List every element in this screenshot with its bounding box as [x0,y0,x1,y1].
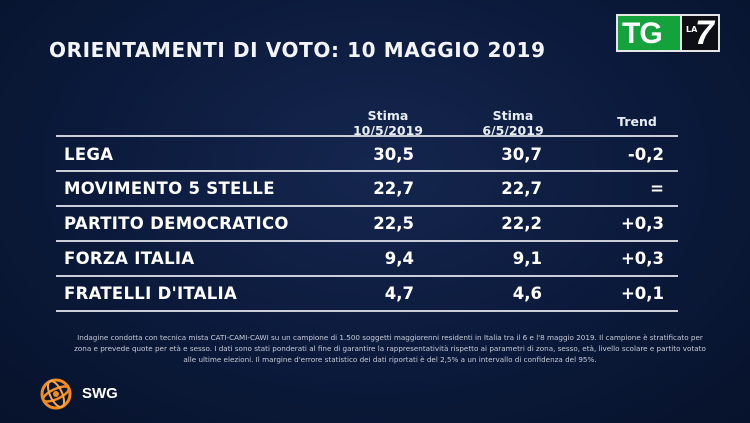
column-header-stima-6-5: Stima 6/5/2019 [468,108,558,138]
table-row: PARTITO DEMOCRATICO 22,5 22,2 +0,3 [58,214,678,244]
party-name: FRATELLI D'ITALIA [64,284,238,303]
table-row: LEGA 30,5 30,7 -0,2 [58,145,678,175]
swg-globe-icon [40,378,72,410]
column-header-trend: Trend [617,114,657,129]
column-header-date: 10/5/2019 [352,123,423,138]
tg-la7-logo: TG LA 7 [616,14,720,52]
table-divider [56,240,678,242]
column-header-label: Stima [367,108,409,123]
trend-value: = [650,179,664,198]
trend-value: -0,2 [627,145,664,164]
tg-logo-box: TG [616,14,682,52]
seven-logo-text: 7 [695,14,714,52]
column-header-stima-10-5: Stima 10/5/2019 [343,108,433,138]
trend-value: +0,1 [620,284,664,303]
table-divider [56,170,678,172]
stima-6-value: 22,2 [501,214,542,233]
stima-6-value: 30,7 [501,145,542,164]
stima-10-value: 9,4 [384,249,414,268]
stima-10-value: 30,5 [373,145,414,164]
stima-6-value: 4,6 [512,284,542,303]
table-row: FORZA ITALIA 9,4 9,1 +0,3 [58,249,678,279]
trend-value: +0,3 [620,249,664,268]
la-logo-text: LA [686,25,698,34]
stima-10-value: 22,7 [373,179,414,198]
stima-6-value: 9,1 [512,249,542,268]
tg-logo-text: TG [622,17,663,50]
methodology-footnote: Indagine condotta con tecnica mista CATI… [74,333,706,364]
party-name: FORZA ITALIA [64,249,195,268]
party-name: MOVIMENTO 5 STELLE [64,179,275,198]
table-divider [56,205,678,207]
la7-logo-box: LA 7 [682,14,720,52]
swg-logo: SWG [38,376,158,412]
table-divider [56,135,678,137]
column-header-date: 6/5/2019 [482,123,544,138]
trend-value: +0,3 [620,214,664,233]
column-header-label: Stima [492,108,534,123]
page-title: ORIENTAMENTI DI VOTO: 10 MAGGIO 2019 [49,38,546,62]
table-divider [56,310,678,312]
table-row: FRATELLI D'ITALIA 4,7 4,6 +0,1 [58,284,678,314]
stima-6-value: 22,7 [501,179,542,198]
stima-10-value: 22,5 [373,214,414,233]
table-row: MOVIMENTO 5 STELLE 22,7 22,7 = [58,179,678,209]
table-divider [56,275,678,277]
swg-logo-text: SWG [82,385,118,402]
party-name: LEGA [64,145,114,164]
stima-10-value: 4,7 [384,284,414,303]
party-name: PARTITO DEMOCRATICO [64,214,289,233]
